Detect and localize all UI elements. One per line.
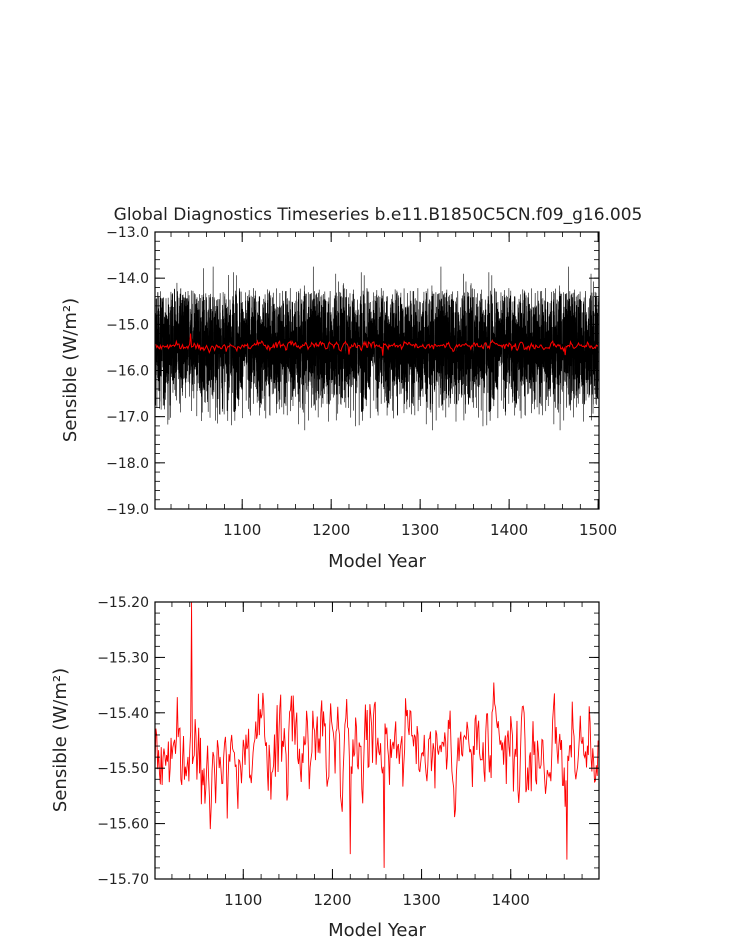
- bottom-x-axis-label: Model Year: [328, 920, 426, 941]
- bottom-x-tick-label: 1400: [492, 891, 530, 909]
- top-y-tick-label: −13.0: [106, 225, 149, 241]
- bottom-chart: −15.20 −15.30 −15.40 −15.50 −15.60 −15.70 110…: [50, 595, 600, 941]
- top-y-tick-label: −16.0: [106, 364, 149, 380]
- top-x-tick-label: 1500: [579, 521, 617, 539]
- bottom-y-tick-label: −15.40: [97, 706, 149, 722]
- top-x-ticks: 1100 1200 1300 1400 1500: [170, 232, 617, 539]
- bottom-y-ticks: −15.20 −15.30 −15.40 −15.50 −15.60 −15.70: [97, 595, 599, 888]
- bottom-y-tick-label: −15.20: [97, 595, 149, 611]
- top-chart: Global Diagnostics Timeseries b.e11.B185…: [60, 205, 642, 572]
- bottom-annual-line: [154, 601, 600, 868]
- bottom-x-tick-label: 1200: [313, 891, 351, 909]
- bottom-x-tick-label: 1300: [402, 891, 440, 909]
- top-x-tick-label: 1100: [223, 521, 261, 539]
- top-y-tick-label: −17.0: [106, 410, 149, 426]
- bottom-series-annual: [154, 601, 600, 868]
- top-series-annual-mean: [154, 333, 599, 356]
- top-y-tick-label: −14.0: [106, 271, 149, 287]
- bottom-plot-frame: [154, 601, 600, 880]
- top-x-tick-label: 1200: [312, 521, 350, 539]
- top-x-tick-label: 1400: [490, 521, 528, 539]
- top-y-axis-label: Sensible (W/m²): [60, 298, 81, 442]
- bottom-y-tick-label: −15.60: [97, 817, 149, 833]
- top-y-tick-label: −15.0: [106, 317, 149, 333]
- bottom-y-axis-label: Sensible (W/m²): [50, 668, 71, 812]
- bottom-y-tick-label: −15.50: [97, 761, 149, 777]
- top-y-tick-label: −19.0: [106, 502, 149, 518]
- top-series-monthly: [154, 266, 599, 431]
- top-y-tick-label: −18.0: [106, 456, 149, 472]
- top-x-axis-label: Model Year: [328, 551, 426, 572]
- top-monthly-line: [154, 266, 599, 431]
- top-annual-mean-line: [154, 333, 599, 356]
- bottom-y-tick-label: −15.70: [97, 872, 149, 888]
- top-x-tick-label: 1300: [401, 521, 439, 539]
- top-chart-title: Global Diagnostics Timeseries b.e11.B185…: [114, 205, 643, 225]
- top-y-ticks: −13.0 −14.0 −15.0 −16.0 −17.0 −18.0 −19.0: [106, 225, 599, 518]
- bottom-x-tick-label: 1100: [224, 891, 262, 909]
- bottom-x-ticks: 1100 1200 1300 1400: [171, 602, 583, 909]
- bottom-y-tick-label: −15.30: [97, 650, 149, 666]
